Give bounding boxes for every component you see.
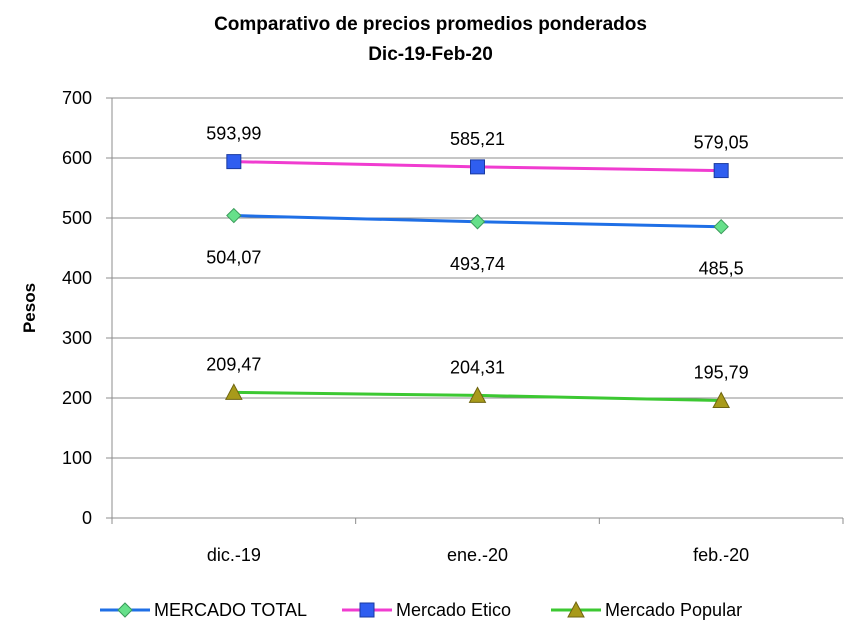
legend-item-mercado-etico: Mercado Etico xyxy=(342,597,511,623)
data-point xyxy=(226,154,242,170)
data-label: 585,21 xyxy=(450,129,505,149)
legend-label-mercado-popular: Mercado Popular xyxy=(605,599,743,620)
y-tick-label: 500 xyxy=(62,208,92,228)
data-point xyxy=(226,207,242,224)
y-tick-label: 300 xyxy=(62,328,92,348)
y-tick-label: 600 xyxy=(62,148,92,168)
data-point xyxy=(713,218,729,235)
legend-label-mercado-total: MERCADO TOTAL xyxy=(154,599,308,620)
data-label: 579,05 xyxy=(694,133,749,153)
y-tick-label: 700 xyxy=(62,88,92,108)
chart-subtitle: Dic-19-Feb-20 xyxy=(368,44,493,65)
data-point xyxy=(713,163,729,179)
data-label: 593,99 xyxy=(206,124,261,144)
legend-item-mercado-popular: Mercado Popular xyxy=(551,597,742,623)
data-point xyxy=(470,159,485,175)
data-point xyxy=(468,386,487,403)
data-point xyxy=(712,391,731,409)
y-tick-label: 100 xyxy=(62,448,92,468)
x-tick-label: ene.-20 xyxy=(447,545,508,565)
legend-swatch-mercado-etico xyxy=(342,602,392,618)
data-label: 195,79 xyxy=(694,363,749,383)
data-point xyxy=(469,214,486,230)
y-tick-label: 200 xyxy=(62,388,92,408)
data-label: 485,5 xyxy=(699,259,744,279)
data-label: 204,31 xyxy=(450,357,505,377)
x-tick-label: dic.-19 xyxy=(207,545,261,565)
legend: MERCADO TOTAL Mercado Etico Mercado Popu… xyxy=(0,597,861,623)
data-label: 504,07 xyxy=(206,248,261,268)
x-tick-label: feb.-20 xyxy=(693,545,749,565)
y-axis-title: Pesos xyxy=(20,283,39,333)
y-tick-label: 0 xyxy=(82,508,92,528)
legend-label-mercado-etico: Mercado Etico xyxy=(396,599,512,620)
legend-swatch-mercado-popular xyxy=(551,600,601,618)
legend-item-mercado-total: MERCADO TOTAL xyxy=(100,597,307,623)
y-tick-label: 400 xyxy=(62,268,92,288)
legend-swatch-mercado-total xyxy=(100,602,150,618)
data-label: 493,74 xyxy=(450,254,505,274)
data-label: 209,47 xyxy=(206,354,261,374)
data-point xyxy=(224,383,243,400)
chart-title: Comparativo de precios promedios pondera… xyxy=(214,14,647,35)
